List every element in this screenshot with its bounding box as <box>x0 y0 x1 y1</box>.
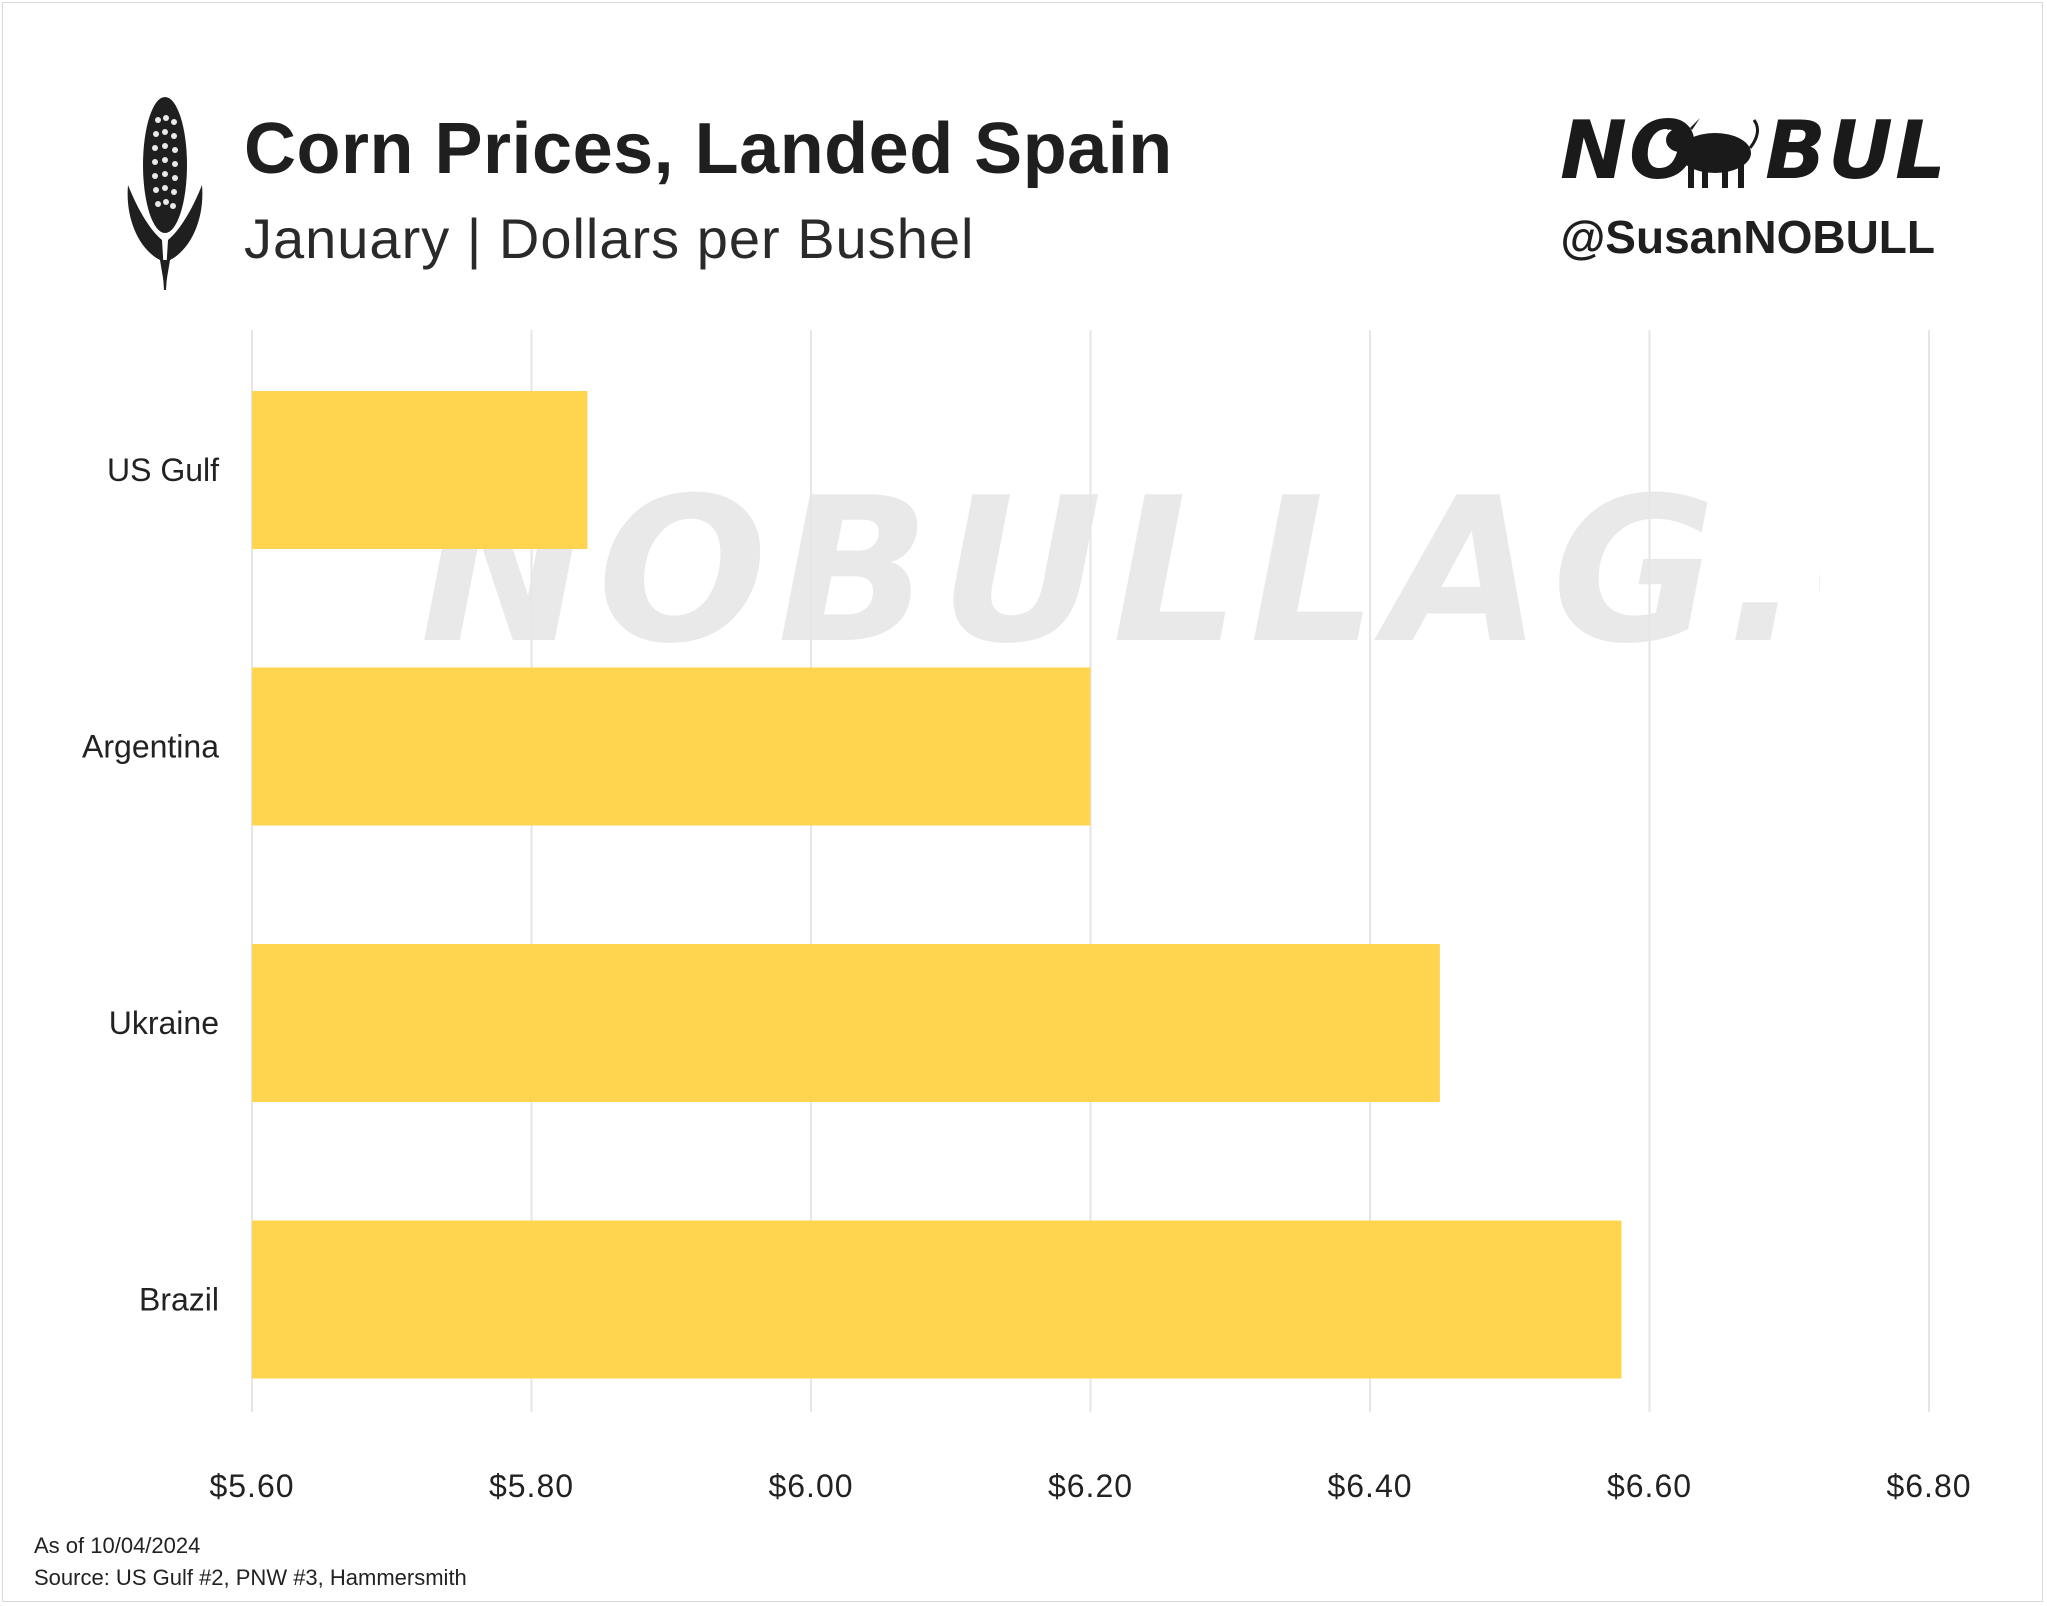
chart-title: Corn Prices, Landed Spain <box>244 109 1173 189</box>
bull-icon <box>1658 118 1759 188</box>
category-label: Brazil <box>139 1282 219 1318</box>
x-tick-layer: $5.60 $5.80 $6.00 $6.20 $6.40 $6.60 $6.80 <box>209 1468 1971 1504</box>
category-label: Argentina <box>82 729 219 765</box>
bar-brazil <box>252 1220 1622 1379</box>
x-tick-label: $5.60 <box>209 1468 294 1504</box>
bar-us-gulf <box>252 391 588 549</box>
source-note: Source: US Gulf #2, PNW #3, Hammersmith <box>34 1565 467 1590</box>
bar-argentina <box>252 667 1091 826</box>
x-tick-label: $5.80 <box>489 1468 574 1504</box>
social-handle: @SusanNOBULL <box>1560 211 1935 263</box>
corn-icon <box>127 97 203 290</box>
bar-layer <box>252 391 1622 1379</box>
x-tick-label: $6.60 <box>1607 1468 1692 1504</box>
x-tick-label: $6.80 <box>1886 1468 1971 1504</box>
chart-subtitle: January | Dollars per Bushel <box>244 207 975 270</box>
category-label: Ukraine <box>109 1005 219 1041</box>
x-tick-label: $6.20 <box>1048 1468 1133 1504</box>
as-of-note: As of 10/04/2024 <box>34 1533 201 1558</box>
x-tick-label: $6.00 <box>768 1468 853 1504</box>
x-tick-label: $6.40 <box>1327 1468 1412 1504</box>
category-label-layer: US Gulf Argentina Ukraine Brazil <box>82 452 219 1318</box>
category-label: US Gulf <box>107 452 219 488</box>
bar-ukraine <box>252 944 1440 1102</box>
logo-text-right: BULL <box>1765 104 1940 197</box>
brand-logo: NO BULL <box>1560 104 1940 197</box>
